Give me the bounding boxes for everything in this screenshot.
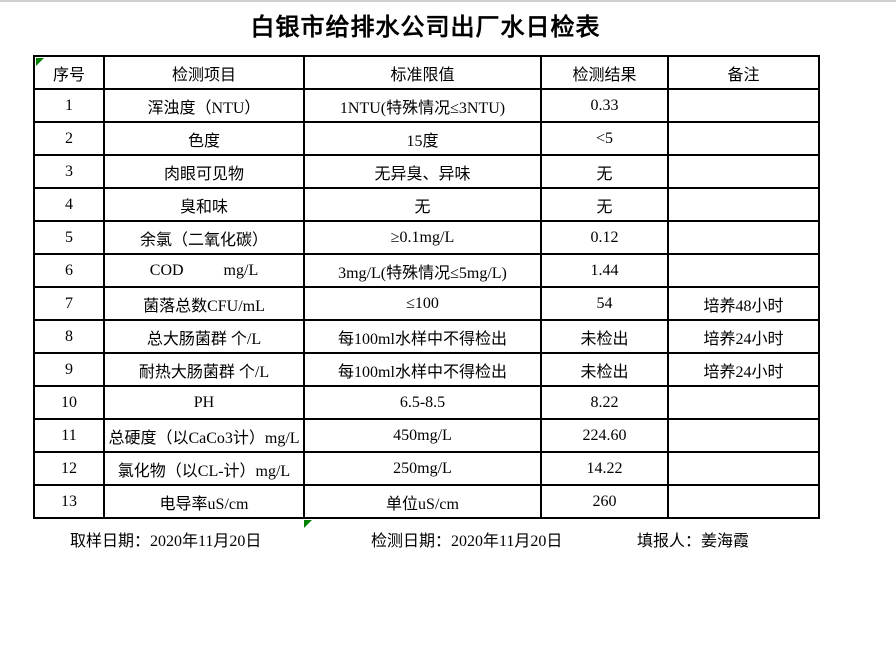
table-cell: 培养48小时 bbox=[667, 286, 820, 321]
table-cell: 单位uS/cm bbox=[303, 484, 542, 519]
table-row: 1 浑浊度（NTU） 1NTU(特殊情况≤3NTU) 0.33 bbox=[33, 88, 820, 123]
table-cell: 14.22 bbox=[540, 451, 669, 486]
table-cell: 培养24小时 bbox=[667, 319, 820, 354]
table-cell: 3 bbox=[33, 154, 105, 189]
reporter-label: 填报人：姜海霞 bbox=[637, 533, 750, 550]
table-cell: 10 bbox=[33, 385, 105, 420]
header-cell-remarks: 备注 bbox=[667, 55, 820, 90]
table-cell: 54 bbox=[540, 286, 669, 321]
cell-error-indicator-icon bbox=[304, 520, 312, 528]
window-top-edge bbox=[0, 0, 896, 2]
table-cell: 未检出 bbox=[540, 352, 669, 387]
table-cell: ≥0.1mg/L bbox=[303, 220, 542, 255]
table-cell bbox=[667, 484, 820, 519]
table-cell: 肉眼可见物 bbox=[103, 154, 305, 189]
table-cell: 总硬度（以CaCo3计）mg/L bbox=[103, 418, 305, 453]
table-cell: 无 bbox=[303, 187, 542, 222]
table-cell: 每100ml水样中不得检出 bbox=[303, 319, 542, 354]
table-body: 1 浑浊度（NTU） 1NTU(特殊情况≤3NTU) 0.33 2 色度 15度 <5 3 肉眼可… bbox=[33, 88, 820, 519]
table-cell: 8.22 bbox=[540, 385, 669, 420]
sampling-date-label: 取样日期：2020年11月20日 bbox=[70, 533, 262, 550]
table-row: 12 氯化物（以CL-计）mg/L 250mg/L 14.22 bbox=[33, 451, 820, 486]
table-cell: 余氯（二氧化碳） bbox=[103, 220, 305, 255]
table-cell: 总大肠菌群 个/L bbox=[103, 319, 305, 354]
table-cell: 无 bbox=[540, 154, 669, 189]
table-cell: 0.12 bbox=[540, 220, 669, 255]
table-cell bbox=[667, 220, 820, 255]
header-cell-result: 检测结果 bbox=[540, 55, 669, 90]
table-cell: 臭和味 bbox=[103, 187, 305, 222]
table-row: 8 总大肠菌群 个/L 每100ml水样中不得检出 未检出 培养24小时 bbox=[33, 319, 820, 354]
table-cell: 2 bbox=[33, 121, 105, 156]
table-cell: 每100ml水样中不得检出 bbox=[303, 352, 542, 387]
table-cell: 12 bbox=[33, 451, 105, 486]
test-date-label: 检测日期：2020年11月20日 bbox=[371, 533, 563, 550]
table-row: 2 色度 15度 <5 bbox=[33, 121, 820, 156]
table-cell: 1.44 bbox=[540, 253, 669, 288]
table-cell: 250mg/L bbox=[303, 451, 542, 486]
daily-check-table: 序号 检测项目 标准限值 检测结果 备注 1 浑浊度（NTU） 1NTU(特殊情况≤… bbox=[33, 55, 820, 519]
table-cell: 无异臭、异味 bbox=[303, 154, 542, 189]
table-cell: 耐热大肠菌群 个/L bbox=[103, 352, 305, 387]
table-cell bbox=[667, 253, 820, 288]
table-cell: 氯化物（以CL-计）mg/L bbox=[103, 451, 305, 486]
table-cell: 菌落总数CFU/mL bbox=[103, 286, 305, 321]
table-cell: 6 bbox=[33, 253, 105, 288]
table-cell: 0.33 bbox=[540, 88, 669, 123]
table-row: 11 总硬度（以CaCo3计）mg/L 450mg/L 224.60 bbox=[33, 418, 820, 453]
table-cell: <5 bbox=[540, 121, 669, 156]
table-cell bbox=[667, 154, 820, 189]
cell-error-indicator-icon bbox=[36, 58, 44, 66]
table-cell: 9 bbox=[33, 352, 105, 387]
table-cell: 色度 bbox=[103, 121, 305, 156]
table-cell bbox=[667, 385, 820, 420]
table-cell bbox=[667, 187, 820, 222]
table-cell: 13 bbox=[33, 484, 105, 519]
table-row: 13 电导率uS/cm 单位uS/cm 260 bbox=[33, 484, 820, 519]
table-row: 10 PH 6.5-8.5 8.22 bbox=[33, 385, 820, 420]
table-row: 7 菌落总数CFU/mL ≤100 54 培养48小时 bbox=[33, 286, 820, 321]
table-cell: 7 bbox=[33, 286, 105, 321]
page-title: 白银市给排水公司出厂水日检表 bbox=[250, 15, 601, 41]
table-cell bbox=[667, 88, 820, 123]
table-row: 4 臭和味无无 bbox=[33, 187, 820, 222]
table-cell: 无 bbox=[540, 187, 669, 222]
table-cell: 未检出 bbox=[540, 319, 669, 354]
table-cell: 260 bbox=[540, 484, 669, 519]
table-cell: 3mg/L(特殊情况≤5mg/L) bbox=[303, 253, 542, 288]
table-cell: 5 bbox=[33, 220, 105, 255]
table-row: 6 COD mg/L 3mg/L(特殊情况≤5mg/L) 1.44 bbox=[33, 253, 820, 288]
table-cell: 11 bbox=[33, 418, 105, 453]
header-cell-item: 检测项目 bbox=[103, 55, 305, 90]
table-cell: 15度 bbox=[303, 121, 542, 156]
table-cell: 电导率uS/cm bbox=[103, 484, 305, 519]
table-cell: 1 bbox=[33, 88, 105, 123]
table-cell bbox=[667, 451, 820, 486]
table-cell bbox=[667, 418, 820, 453]
table-cell: 1NTU(特殊情况≤3NTU) bbox=[303, 88, 542, 123]
table-cell: PH bbox=[103, 385, 305, 420]
header-cell-limit: 标准限值 bbox=[303, 55, 542, 90]
table-row: 3 肉眼可见物 无异臭、异味无 bbox=[33, 154, 820, 189]
table-cell: 224.60 bbox=[540, 418, 669, 453]
table-cell: 浑浊度（NTU） bbox=[103, 88, 305, 123]
table-cell: 8 bbox=[33, 319, 105, 354]
table-cell: 6.5-8.5 bbox=[303, 385, 542, 420]
table-header-row: 序号 检测项目 标准限值 检测结果 备注 bbox=[33, 55, 820, 90]
header-cell-no: 序号 bbox=[33, 55, 105, 90]
table-row: 9 耐热大肠菌群 个/L 每100ml水样中不得检出 未检出 培养24小时 bbox=[33, 352, 820, 387]
table-cell: ≤100 bbox=[303, 286, 542, 321]
table-cell: 培养24小时 bbox=[667, 352, 820, 387]
table-row: 5 余氯（二氧化碳） ≥0.1mg/L 0.12 bbox=[33, 220, 820, 255]
table-cell: 450mg/L bbox=[303, 418, 542, 453]
table-cell bbox=[667, 121, 820, 156]
table-cell: 4 bbox=[33, 187, 105, 222]
table-cell: COD mg/L bbox=[103, 253, 305, 288]
